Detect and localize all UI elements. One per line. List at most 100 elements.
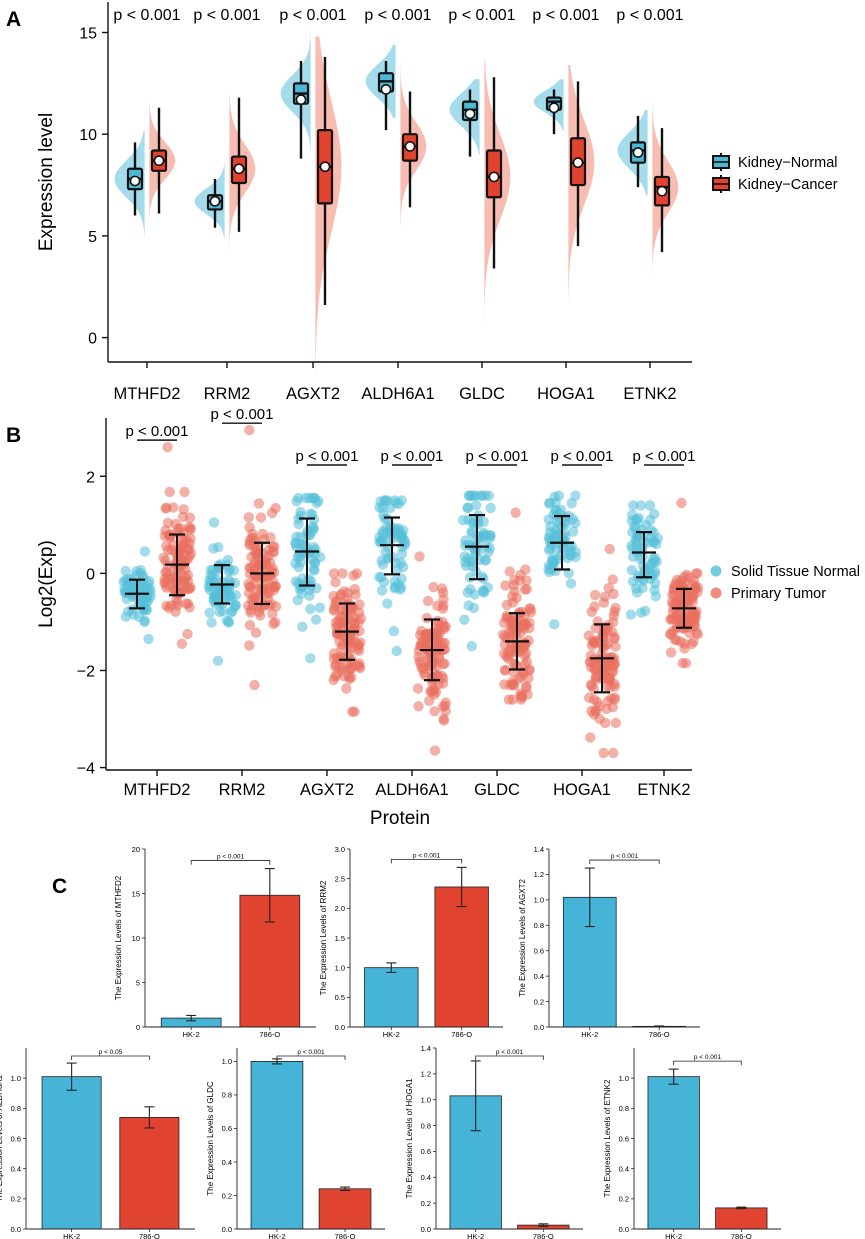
bracket-MTHFD2 — [190, 860, 271, 865]
ytick-ETNK2-0: 0.0 — [619, 1225, 629, 1234]
point-tumor-GLDC — [501, 599, 513, 611]
point-tumor-GLDC — [502, 653, 514, 664]
ytick-ETNK2-2: 0.4 — [619, 1164, 629, 1173]
xtick-b-MTHFD2: MTHFD2 — [124, 781, 191, 799]
ytick-GLDC-2: 0.4 — [222, 1158, 232, 1167]
ytick-a-10: 10 — [79, 127, 97, 144]
point-tumor-AGXT2 — [330, 577, 341, 588]
legend-label-a-1: Kidney−Cancer — [738, 177, 838, 193]
point-tumor-MTHFD2 — [183, 583, 194, 594]
point-tumor-GLDC — [524, 665, 535, 676]
point-tumor-ALDH6A1 — [421, 612, 432, 624]
point-normal-RRM2 — [223, 574, 234, 586]
mean-dot-cancer-RRM2 — [233, 163, 245, 175]
ytick-HOGA1-7: 1.4 — [421, 1044, 431, 1053]
point-tumor-HOGA1 — [608, 747, 619, 759]
point-normal-AGXT2 — [297, 621, 308, 632]
xtick-b-AGXT2: AGXT2 — [300, 781, 354, 799]
point-normal-RRM2 — [230, 600, 241, 611]
ytick-a-15: 15 — [79, 26, 97, 43]
xtick-ALDH6A1-1: 786-O — [139, 1232, 160, 1239]
ytick-MTHFD2-4: 20 — [132, 845, 140, 854]
point-tumor-HOGA1 — [584, 692, 595, 703]
point-tumor-RRM2 — [243, 512, 254, 523]
point-normal-GLDC — [464, 572, 476, 583]
ytick-GLDC-4: 0.8 — [222, 1091, 232, 1100]
point-tumor-ALDH6A1 — [439, 700, 451, 711]
point-normal-ETNK2 — [625, 609, 637, 620]
xtick-a-MTHFD2: MTHFD2 — [114, 385, 181, 403]
point-normal-HOGA1 — [568, 526, 579, 537]
point-tumor-MTHFD2 — [175, 523, 186, 534]
violin-cancer-AGXT2 — [315, 36, 342, 375]
ytick-HOGA1-0: 0.0 — [421, 1225, 431, 1234]
mean-dot-normal-ALDH6A1 — [380, 84, 392, 95]
point-tumor-MTHFD2 — [176, 638, 188, 649]
point-normal-AGXT2 — [315, 552, 326, 563]
point-tumor-RRM2 — [263, 600, 275, 611]
point-normal-ALDH6A1 — [384, 522, 396, 534]
ytick-ALDH6A1-2: 0.4 — [11, 1164, 21, 1173]
ytick-ALDH6A1-4: 0.8 — [11, 1104, 21, 1113]
point-normal-ALDH6A1 — [396, 548, 408, 560]
legend-label-a-0: Kidney−Normal — [738, 155, 838, 171]
point-normal-ETNK2 — [640, 605, 651, 617]
point-tumor-AGXT2 — [349, 706, 360, 717]
xtick-AGXT2-0: HK-2 — [581, 1030, 598, 1039]
ylabel-ALDH6A1: The Expression Levels of ALDH6A1 — [0, 1074, 4, 1202]
point-tumor-ETNK2 — [664, 628, 676, 640]
mean-dot-normal-MTHFD2 — [129, 175, 141, 187]
mean-dot-cancer-ALDH6A1 — [404, 141, 416, 152]
point-tumor-MTHFD2 — [162, 517, 174, 529]
point-normal-AGXT2 — [293, 578, 304, 589]
bar-chart-ALDH6A1: HK-2 786-O p < 0.05 0.0 0.2 0.4 0.6 0.8 1.0 The E… — [0, 1048, 195, 1239]
point-tumor-MTHFD2 — [177, 511, 189, 523]
point-normal-ALDH6A1 — [376, 572, 387, 583]
point-normal-AGXT2 — [309, 492, 320, 504]
panel-label-c: C — [52, 875, 67, 898]
point-tumor-ETNK2 — [692, 568, 703, 579]
point-tumor-GLDC — [524, 622, 535, 634]
ytick-AGXT2-5: 1.0 — [534, 896, 544, 905]
bar-ALDH6A1-786-O — [119, 1116, 180, 1230]
point-normal-GLDC — [470, 500, 482, 511]
point-tumor-ALDH6A1 — [423, 654, 434, 666]
ytick-GLDC-0: 0.0 — [222, 1225, 232, 1234]
point-tumor-MTHFD2 — [182, 598, 194, 609]
point-tumor-RRM2 — [244, 620, 256, 631]
ylabel-b: Log2(Exp) — [36, 540, 57, 628]
xtick-MTHFD2-0: HK-2 — [183, 1030, 200, 1039]
point-normal-RRM2 — [205, 581, 216, 592]
bar-chart-ETNK2: HK-2 786-O p < 0.001 0.0 0.2 0.4 0.6 0.8 1.0 The … — [603, 1048, 781, 1239]
point-tumor-AGXT2 — [354, 661, 365, 672]
xtick-b-ALDH6A1: ALDH6A1 — [375, 781, 448, 799]
point-normal-GLDC — [484, 530, 495, 541]
point-normal-HOGA1 — [558, 542, 569, 554]
point-normal-ETNK2 — [649, 584, 660, 596]
point-normal-HOGA1 — [549, 619, 560, 630]
point-tumor-AGXT2 — [343, 638, 354, 649]
point-normal-AGXT2 — [291, 496, 302, 507]
ytick-ETNK2-4: 0.8 — [619, 1104, 629, 1113]
ytick-HOGA1-4: 0.8 — [421, 1121, 431, 1130]
point-tumor-HOGA1 — [608, 588, 619, 600]
mean-dot-normal-ETNK2 — [632, 147, 644, 158]
point-tumor-MTHFD2 — [159, 530, 170, 542]
mean-dot-normal-HOGA1 — [548, 102, 560, 114]
point-normal-AGXT2 — [292, 551, 303, 563]
bar-chart-RRM2: HK-2 786-O p < 0.001 0.0 0.5 1.0 1.5 2.0 2.5 3.0 T… — [319, 845, 503, 1039]
point-normal-AGXT2 — [309, 565, 320, 576]
point-normal-GLDC — [476, 571, 488, 582]
point-tumor-GLDC — [510, 507, 521, 518]
point-normal-GLDC — [478, 516, 489, 527]
panel-label-b: B — [6, 424, 21, 447]
point-normal-GLDC — [466, 561, 478, 572]
point-tumor-GLDC — [500, 665, 511, 676]
ytick-ALDH6A1-1: 0.2 — [11, 1195, 21, 1204]
ytick-ALDH6A1-5: 1.0 — [11, 1074, 21, 1083]
point-tumor-MTHFD2 — [185, 524, 196, 536]
point-normal-GLDC — [459, 614, 470, 625]
ytick-RRM2-1: 0.5 — [335, 993, 345, 1002]
ytick-MTHFD2-1: 5 — [136, 978, 140, 987]
ytick-RRM2-0: 0.0 — [335, 1023, 345, 1032]
